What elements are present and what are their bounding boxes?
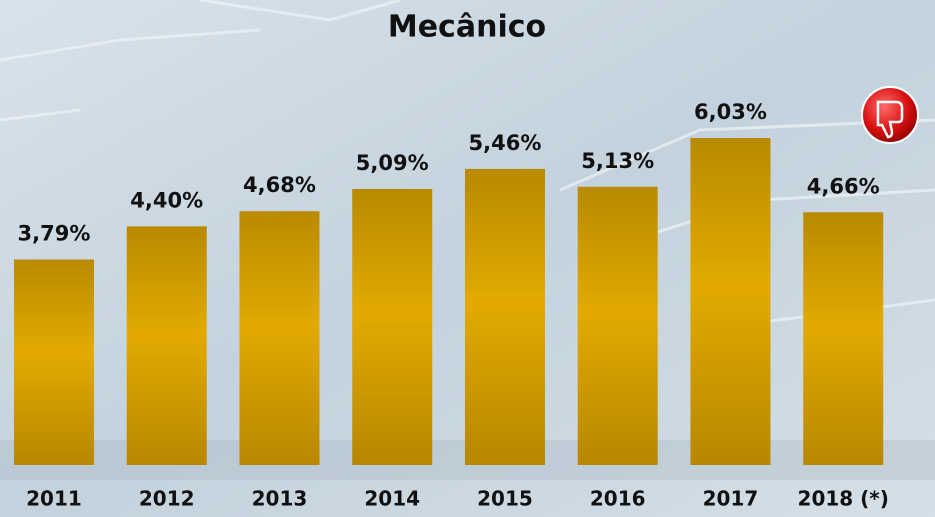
x-tick-label: 2012: [139, 487, 195, 511]
value-label: 4,66%: [807, 174, 880, 198]
bar: [13, 259, 94, 465]
value-label: 4,68%: [243, 173, 316, 197]
x-tick-label: 2018 (*): [798, 487, 889, 511]
value-label: 4,40%: [130, 188, 203, 212]
value-label: 5,09%: [356, 151, 429, 175]
value-label: 5,13%: [581, 149, 654, 173]
x-tick-label: 2014: [364, 487, 420, 511]
value-label: 5,46%: [469, 131, 542, 155]
bar: [239, 211, 320, 465]
thumb-icon: [861, 86, 919, 144]
chart-title: Mecânico: [388, 10, 546, 45]
x-tick-label: 2015: [477, 487, 533, 511]
bar: [352, 188, 433, 465]
bar: [464, 168, 545, 465]
x-tick-label: 2017: [703, 487, 759, 511]
x-tick-label: 2016: [590, 487, 646, 511]
bar: [577, 186, 658, 465]
bar: [126, 226, 207, 465]
bar: [803, 212, 884, 465]
value-label: 6,03%: [694, 100, 767, 124]
x-tick-label: 2013: [252, 487, 308, 511]
x-tick-label: 2011: [26, 487, 82, 511]
bar: [690, 138, 771, 465]
value-label: 3,79%: [18, 221, 91, 245]
